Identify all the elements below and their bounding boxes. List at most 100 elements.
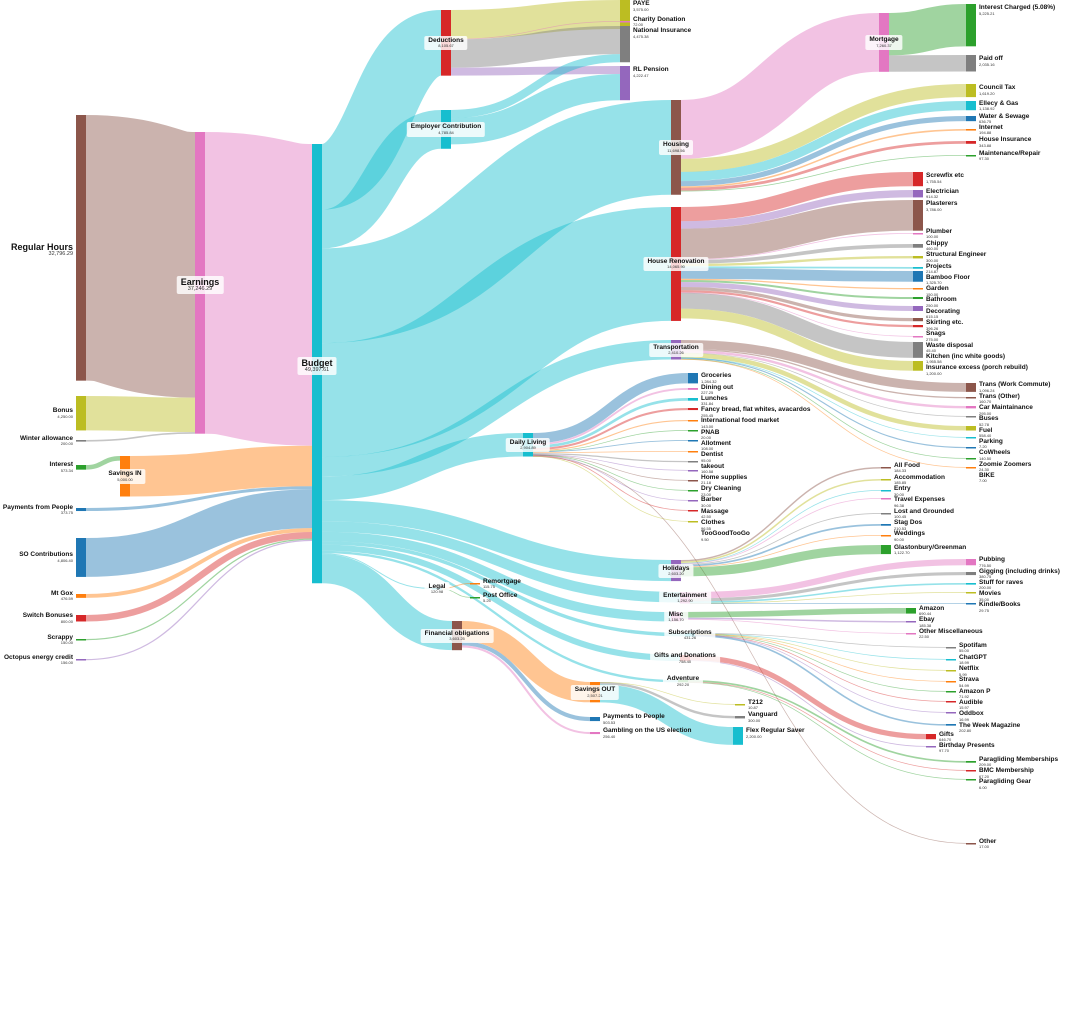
node-oddbox[interactable] [946,712,956,714]
node-plumber[interactable] [913,233,923,235]
node-para_mem[interactable] [966,761,976,763]
node-ellecy[interactable] [966,101,976,111]
node-so[interactable] [76,538,86,577]
node-snags[interactable] [913,325,923,328]
node-clothes[interactable] [688,510,698,512]
node-t212[interactable] [735,704,745,706]
node-waste[interactable] [913,336,923,338]
node-scrappy[interactable] [76,639,86,641]
node-decorating[interactable] [913,306,923,311]
node-glasto[interactable] [881,545,891,555]
node-accom[interactable] [881,479,891,481]
node-zoomie[interactable] [966,458,976,460]
node-mtgox[interactable] [76,594,86,598]
node-octopus[interactable] [76,659,86,661]
node-gambling[interactable] [590,732,600,735]
node-trans_other[interactable] [966,397,976,399]
node-parking[interactable] [966,437,976,439]
node-homesup[interactable] [688,470,698,472]
node-barber[interactable] [688,490,698,492]
node-house_ins[interactable] [966,141,976,144]
node-dining[interactable] [688,388,698,390]
node-amazon[interactable] [906,608,916,614]
node-kitchen[interactable] [913,342,923,358]
node-pay_to[interactable] [590,717,600,722]
node-intl[interactable] [688,420,698,422]
node-lunches[interactable] [688,398,698,401]
node-allotment[interactable] [688,440,698,442]
node-para_gear[interactable] [966,779,976,781]
node-tgtg[interactable] [688,521,698,523]
node-bathroom[interactable] [913,297,923,300]
node-strava[interactable] [946,681,956,683]
node-gifts[interactable] [926,734,936,740]
node-stag[interactable] [881,524,891,526]
node-int_charged[interactable] [966,4,976,47]
node-ins_excess[interactable] [913,361,923,371]
node-bmc[interactable] [966,770,976,772]
node-gigging[interactable] [966,572,976,576]
node-electrician[interactable] [913,190,923,198]
node-internet[interactable] [966,129,976,131]
node-maint[interactable] [966,155,976,157]
node-lost[interactable] [881,513,891,515]
node-weddings[interactable] [881,535,891,537]
node-pubbing[interactable] [966,559,976,566]
node-kindle[interactable] [966,603,976,605]
node-water[interactable] [966,116,976,122]
node-amazonp[interactable] [946,691,956,693]
node-vanguard[interactable] [735,716,745,719]
node-trans_work[interactable] [966,383,976,392]
node-bonus[interactable] [76,396,86,431]
node-label-intl: International food market 143.00 [701,418,779,429]
node-entry[interactable] [881,490,891,492]
node-regular_hours[interactable] [76,115,86,381]
node-birthday[interactable] [926,746,936,748]
node-charity[interactable] [620,21,630,23]
node-dentist[interactable] [688,451,698,453]
node-travel[interactable] [881,498,891,500]
node-raves[interactable] [966,583,976,585]
node-garden[interactable] [913,288,923,290]
node-dryclean[interactable] [688,480,698,482]
node-council[interactable] [966,84,976,98]
node-paye[interactable] [620,0,630,29]
node-chippy[interactable] [913,244,923,248]
node-interest[interactable] [76,465,86,470]
node-fancy[interactable] [688,408,698,411]
node-winter[interactable] [76,440,86,442]
node-allfood[interactable] [881,467,891,469]
node-ni[interactable] [620,26,630,63]
node-spotifam[interactable] [946,647,956,649]
node-other[interactable] [966,843,976,845]
node-groceries[interactable] [688,373,698,384]
node-othermisc[interactable] [906,633,916,635]
node-movies[interactable] [966,592,976,594]
node-screwfix[interactable] [913,172,923,187]
node-bamboo[interactable] [913,271,923,282]
node-pay_from[interactable] [76,508,86,512]
node-flex[interactable] [733,727,743,745]
node-projects[interactable] [913,267,923,269]
node-takeout[interactable] [688,461,698,463]
node-ebay[interactable] [906,621,916,623]
node-netflix[interactable] [946,670,956,672]
node-plasterers[interactable] [913,200,923,231]
node-pension[interactable] [620,66,630,101]
node-paid_off[interactable] [966,55,976,72]
node-postoffice[interactable] [470,597,480,599]
node-switch[interactable] [76,615,86,622]
node-structural[interactable] [913,256,923,259]
node-chatgpt[interactable] [946,659,956,661]
node-pnab[interactable] [688,430,698,432]
node-skirting[interactable] [913,318,923,322]
node-remortgage[interactable] [470,583,480,585]
node-week[interactable] [946,724,956,726]
node-audible[interactable] [946,701,956,703]
node-car[interactable] [966,406,976,409]
node-bike[interactable] [966,467,976,469]
node-cowheels[interactable] [966,447,976,449]
node-buses[interactable] [966,416,976,418]
node-massage[interactable] [688,500,698,502]
node-fuel[interactable] [966,426,976,431]
